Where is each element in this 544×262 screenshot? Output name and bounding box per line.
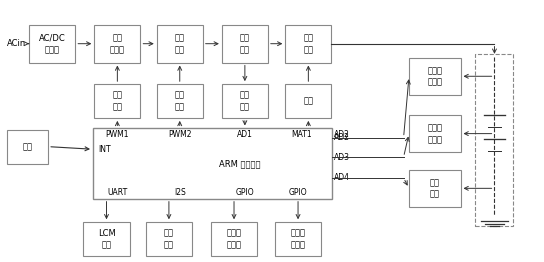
- Bar: [409, 170, 461, 206]
- Text: 温度
检测: 温度 检测: [430, 178, 440, 199]
- Bar: [211, 222, 257, 256]
- Text: GPIO: GPIO: [289, 188, 307, 197]
- Text: 高能
脉冲源: 高能 脉冲源: [110, 33, 125, 54]
- Text: INT: INT: [98, 145, 111, 154]
- Bar: [409, 115, 461, 152]
- Text: UART: UART: [107, 188, 127, 197]
- Bar: [275, 222, 321, 256]
- Bar: [29, 25, 75, 63]
- Text: 充电状
态显示: 充电状 态显示: [290, 229, 306, 249]
- Text: 压控
驱动: 压控 驱动: [113, 91, 122, 111]
- Bar: [222, 84, 268, 118]
- Text: AC/DC
变换器: AC/DC 变换器: [39, 33, 66, 54]
- Bar: [285, 84, 331, 118]
- Text: PWM2: PWM2: [168, 130, 191, 139]
- Bar: [146, 222, 192, 256]
- Bar: [409, 58, 461, 95]
- Text: 电流
采样: 电流 采样: [240, 33, 250, 54]
- Text: AD4: AD4: [335, 173, 350, 182]
- Bar: [93, 128, 332, 199]
- Text: 充电
控制: 充电 控制: [175, 33, 185, 54]
- Text: ACin: ACin: [7, 39, 27, 48]
- Text: AD2: AD2: [333, 130, 349, 139]
- Bar: [222, 25, 268, 63]
- Text: 电池状
态显示: 电池状 态显示: [226, 229, 242, 249]
- Text: 放电
控制: 放电 控制: [304, 33, 313, 54]
- Bar: [83, 222, 129, 256]
- Text: ARM 主控芯片: ARM 主控芯片: [219, 159, 260, 168]
- Text: AD3: AD3: [335, 152, 350, 162]
- Text: PWM1: PWM1: [106, 130, 129, 139]
- Text: 语音
提示: 语音 提示: [164, 229, 174, 249]
- Bar: [475, 54, 514, 226]
- Text: AD2: AD2: [335, 133, 350, 142]
- Text: 驱动: 驱动: [304, 96, 313, 106]
- Text: LCM
显示: LCM 显示: [97, 229, 115, 249]
- Text: 峰值
检测: 峰值 检测: [240, 91, 250, 111]
- Text: AD1: AD1: [237, 130, 253, 139]
- Bar: [285, 25, 331, 63]
- Bar: [157, 25, 203, 63]
- Bar: [157, 84, 203, 118]
- Text: I2S: I2S: [174, 188, 186, 197]
- Text: 电池电
压检测: 电池电 压检测: [427, 66, 442, 87]
- Text: GPIO: GPIO: [236, 188, 254, 197]
- Text: 键盘: 键盘: [23, 142, 33, 151]
- Text: 电池状
态检测: 电池状 态检测: [427, 123, 442, 144]
- Bar: [94, 25, 140, 63]
- Bar: [94, 84, 140, 118]
- Text: 流控
驱动: 流控 驱动: [175, 91, 185, 111]
- Bar: [8, 130, 48, 163]
- Text: MAT1: MAT1: [292, 130, 312, 139]
